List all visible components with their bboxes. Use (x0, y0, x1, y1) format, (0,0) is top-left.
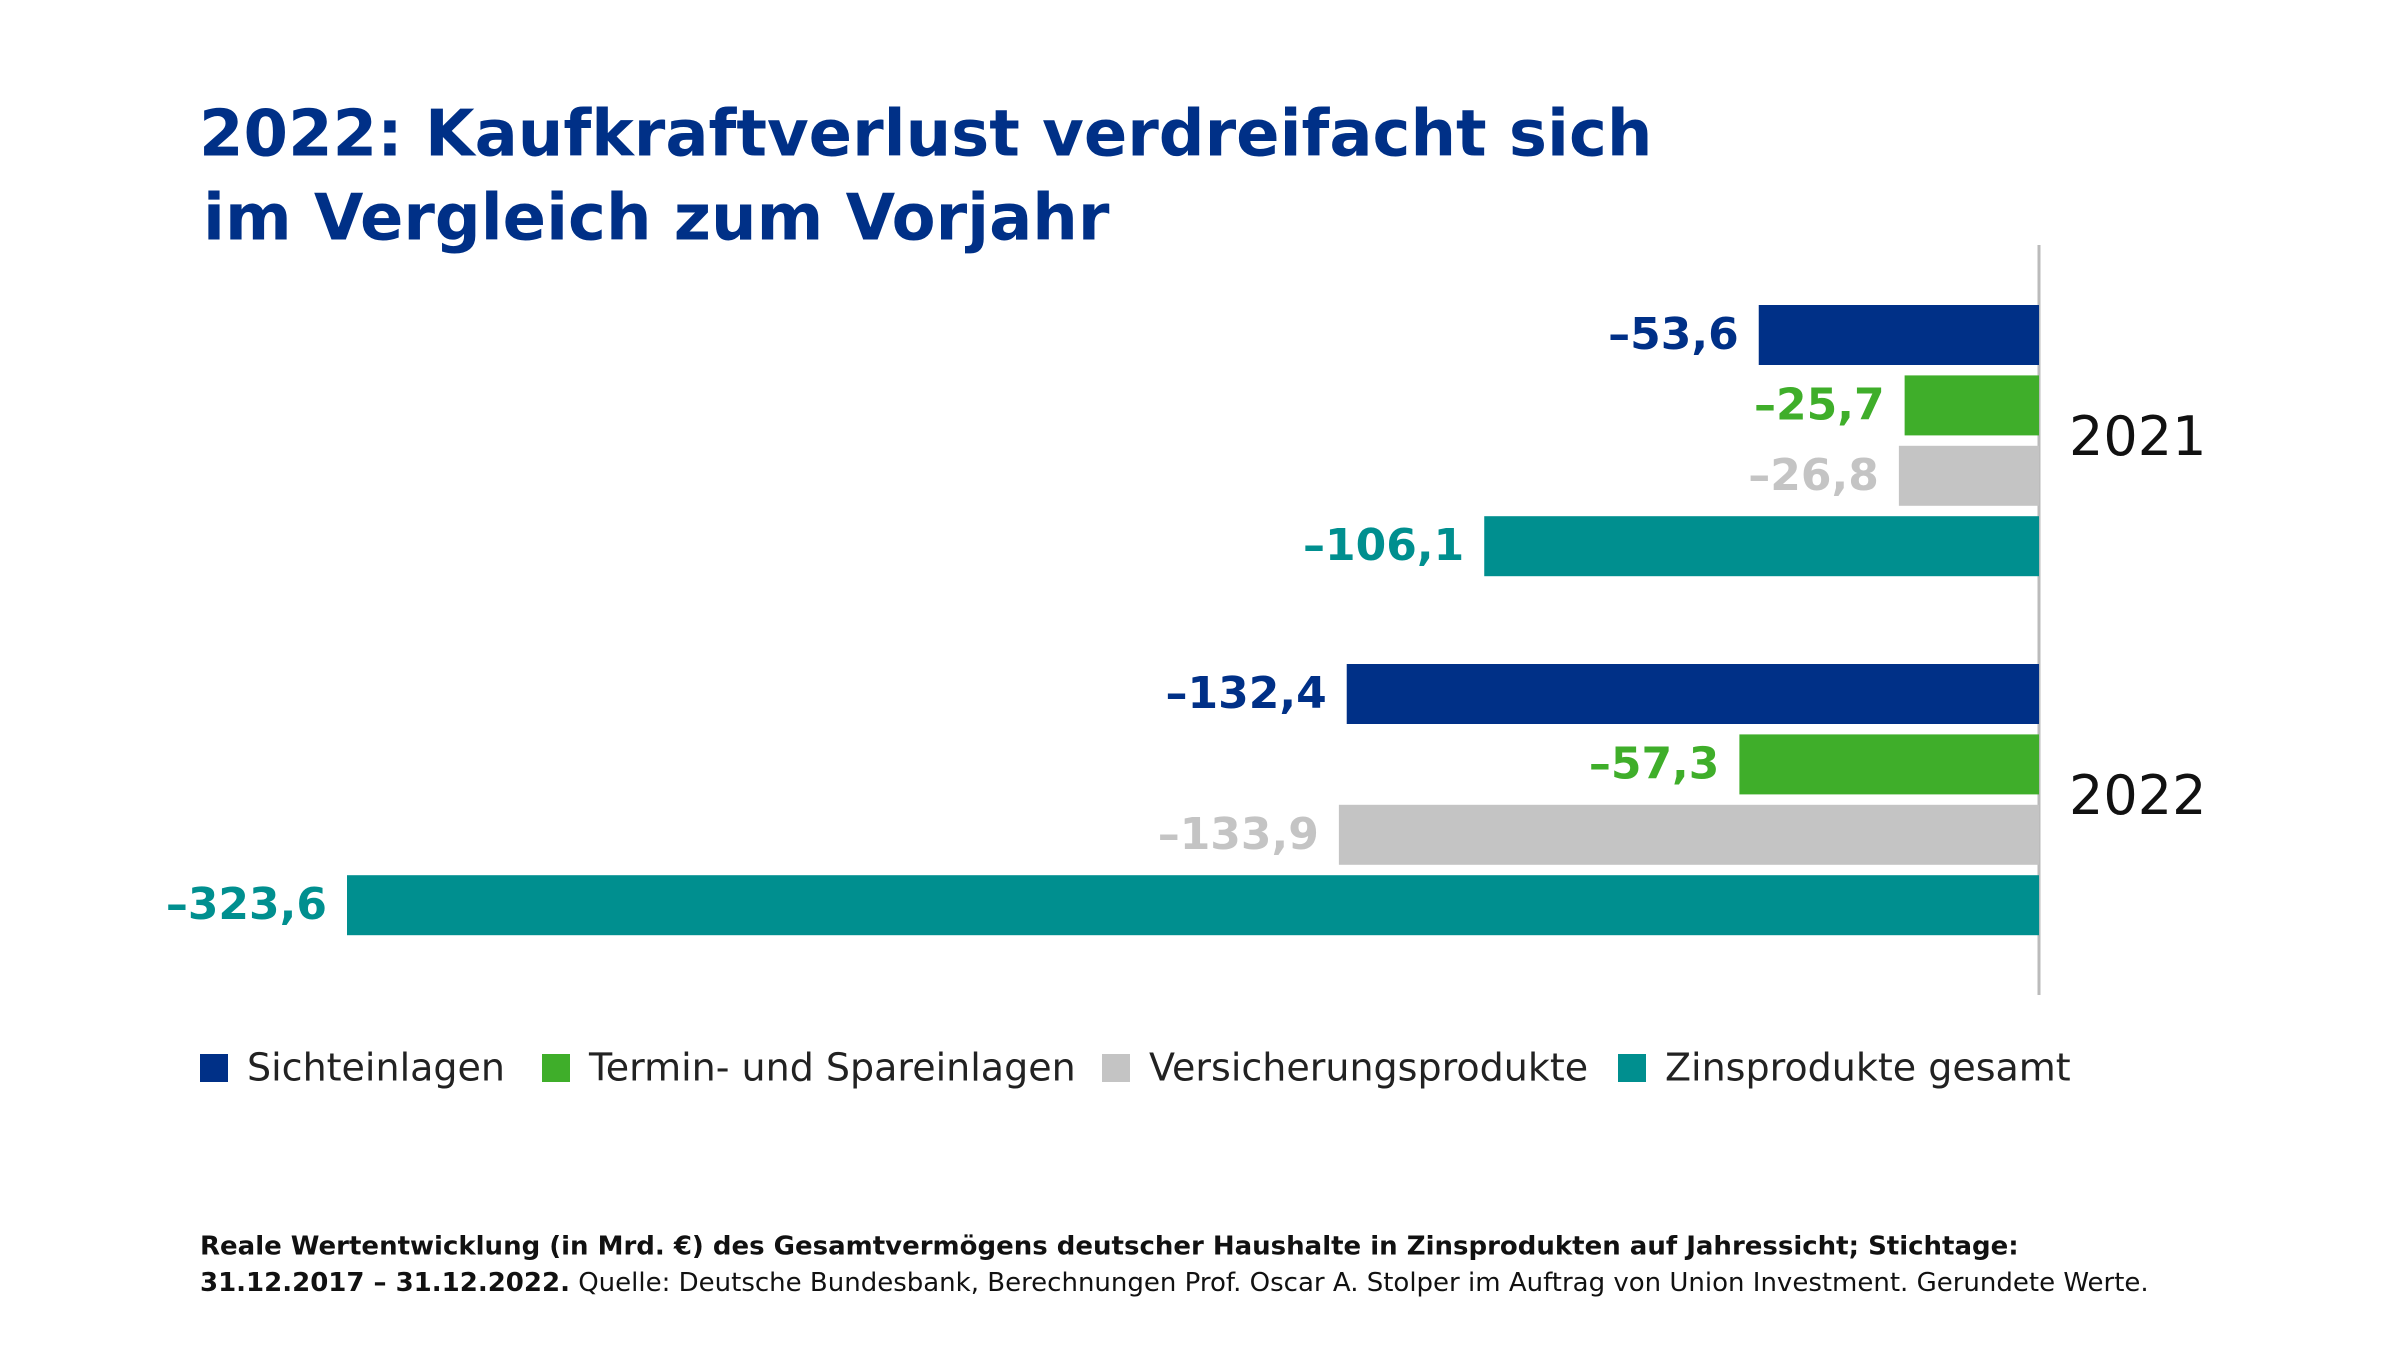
chart-title: 2022: Kaufkraftverlust verdreifacht sich (199, 98, 1652, 172)
bar (1739, 734, 2039, 795)
bar (1484, 516, 2039, 577)
value-label: –57,3 (1589, 738, 1720, 789)
legend-label: Termin- und Spareinlagen (588, 1046, 1076, 1090)
category-label: 2021 (2069, 405, 2206, 468)
bar (1898, 445, 2039, 506)
bar (1346, 664, 2039, 724)
legend-label: Versicherungsprodukte (1149, 1046, 1588, 1090)
footnote-text: Quelle: Deutsche Bundesbank, Berechnunge… (570, 1268, 2149, 1298)
category-label: 2022 (2069, 764, 2206, 827)
footnote-bold: 31.12.2017 – 31.12.2022. (200, 1268, 570, 1298)
value-label: –323,6 (166, 879, 327, 930)
legend-label: Sichteinlagen (247, 1046, 505, 1090)
legend-label: Zinsprodukte gesamt (1665, 1046, 2071, 1090)
bar (1904, 375, 2039, 436)
value-label: –106,1 (1303, 520, 1464, 571)
legend-swatch (542, 1054, 570, 1082)
footnote: Reale Wertentwicklung (in Mrd. €) des Ge… (200, 1232, 2019, 1262)
bar (1758, 305, 2039, 365)
value-label: –53,6 (1608, 309, 1739, 360)
legend-swatch (1618, 1054, 1646, 1082)
bar (347, 875, 2039, 936)
value-label: –25,7 (1754, 379, 1885, 430)
legend-swatch (1102, 1054, 1130, 1082)
footnote: 31.12.2017 – 31.12.2022. Quelle: Deutsch… (200, 1268, 2149, 1298)
value-label: –26,8 (1748, 450, 1879, 501)
bar (1338, 804, 2039, 865)
chart-title: im Vergleich zum Vorjahr (203, 182, 1110, 256)
value-label: –133,9 (1158, 809, 1319, 860)
value-label: –132,4 (1166, 668, 1327, 719)
legend-swatch (200, 1054, 228, 1082)
